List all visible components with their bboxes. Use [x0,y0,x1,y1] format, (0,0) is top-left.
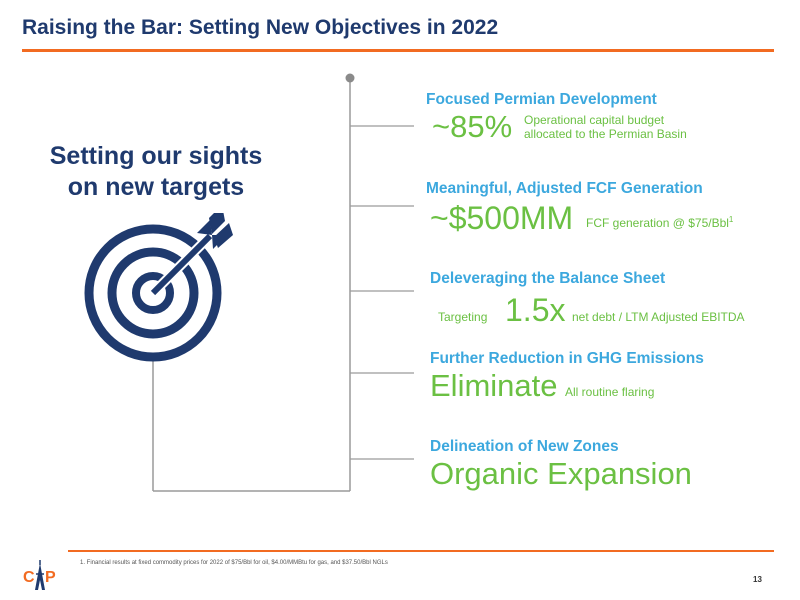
footnote: 1. Financial results at fixed commodity … [80,560,388,566]
cap-logo-icon: C P [23,560,56,590]
objective-new-zones: Delineation of New Zones Organic Expansi… [426,438,692,496]
objective-detail: FCF generation @ $75/Bbl1 [586,215,734,230]
objective-prefix: Targeting [438,310,488,324]
objective-heading: Meaningful, Adjusted FCF Generation [426,180,703,197]
objective-detail: All routine flaring [565,385,655,399]
objective-value: 1.5x [505,292,566,328]
objective-value: Organic Expansion [430,456,692,491]
objective-detail: net debt / LTM Adjusted EBITDA [572,310,745,324]
page-number: 13 [753,575,762,584]
objective-value: Eliminate [430,368,558,403]
title-divider [22,49,774,52]
objective-deleveraging: Deleveraging the Balance Sheet Targeting… [426,270,745,328]
connector-dot [345,73,355,83]
tagline-line-2: on new targets [67,173,245,201]
slide-title: Raising the Bar: Setting New Objectives … [22,16,499,39]
objective-ghg: Further Reduction in GHG Emissions Elimi… [426,350,704,408]
objective-fcf: Meaningful, Adjusted FCF Generation ~$50… [426,180,733,238]
target-bullseye-icon [84,213,233,362]
objective-detail: Operational capital budget allocated to … [524,113,687,141]
objective-heading: Delineation of New Zones [430,438,619,455]
objective-heading: Deleveraging the Balance Sheet [430,270,666,287]
objective-permian: Focused Permian Development ~85% Operati… [426,91,687,147]
objective-heading: Focused Permian Development [426,91,657,108]
footnote-ref: 1 [728,215,734,224]
objective-value: ~85% [432,109,513,144]
objective-heading: Further Reduction in GHG Emissions [430,350,704,367]
footer-divider [68,550,774,552]
tagline-line-1: Setting our sights [49,142,263,170]
objective-value: ~$500MM [430,200,574,236]
svg-text:C: C [23,569,35,586]
tagline: Setting our sights on new targets [30,141,282,203]
svg-text:P: P [45,569,56,586]
